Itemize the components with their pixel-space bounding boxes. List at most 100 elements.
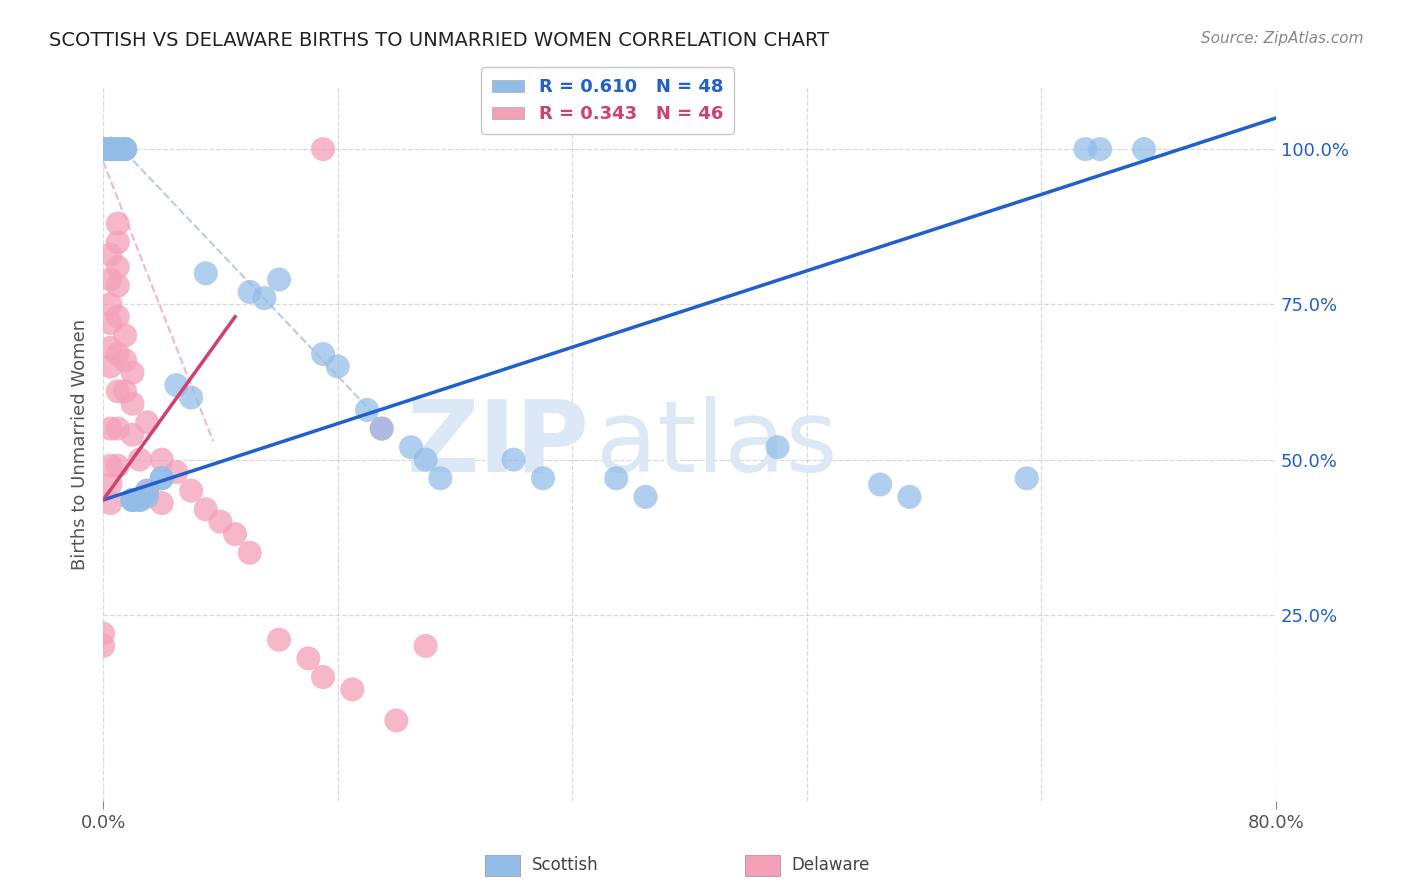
Point [370,421,392,435]
Point [370,421,392,435]
Point [107,260,129,274]
Point [100,142,122,156]
Point [312,347,335,361]
Point [114,328,136,343]
Point [634,490,657,504]
Point [107,142,129,156]
Point [1294,142,1316,156]
Point [91,142,114,156]
Point [356,403,378,417]
Point [136,483,159,498]
Point [121,427,143,442]
Point [100,142,122,156]
Point [605,471,627,485]
Point [239,546,262,560]
Point [91,639,114,653]
Point [1015,471,1038,485]
Point [114,353,136,368]
Point [107,310,129,324]
Point [150,471,173,485]
Point [150,471,173,485]
Point [107,347,129,361]
Point [114,142,136,156]
Text: atlas: atlas [596,395,838,492]
FancyBboxPatch shape [745,855,780,876]
Point [128,452,150,467]
Point [180,391,202,405]
Point [100,297,122,311]
Point [415,639,437,653]
Point [399,440,422,454]
Point [121,397,143,411]
Point [128,493,150,508]
Point [150,452,173,467]
Legend: R = 0.610   N = 48, R = 0.343   N = 46: R = 0.610 N = 48, R = 0.343 N = 46 [481,68,734,134]
Point [312,670,335,684]
Point [267,272,290,286]
Point [766,440,789,454]
Point [253,291,276,305]
Point [415,452,437,467]
Text: Scottish: Scottish [531,856,598,874]
Point [100,359,122,374]
Text: ZIP: ZIP [406,395,591,492]
Point [107,458,129,473]
FancyBboxPatch shape [485,855,520,876]
Point [326,359,349,374]
Point [114,142,136,156]
Point [136,490,159,504]
Point [128,493,150,508]
Point [100,341,122,355]
Point [121,493,143,508]
Point [180,483,202,498]
Point [100,458,122,473]
Point [165,465,187,479]
Point [107,217,129,231]
Point [91,142,114,156]
Point [100,316,122,330]
Point [100,142,122,156]
Point [100,272,122,286]
Point [114,384,136,399]
Point [502,452,524,467]
Point [100,142,122,156]
Point [1339,142,1361,156]
Point [121,493,143,508]
Point [100,421,122,435]
Point [429,471,451,485]
Point [898,490,921,504]
Point [165,378,187,392]
Point [91,142,114,156]
Point [136,415,159,429]
Text: Delaware: Delaware [792,856,870,874]
Point [297,651,319,665]
Point [312,142,335,156]
Text: SCOTTISH VS DELAWARE BIRTHS TO UNMARRIED WOMEN CORRELATION CHART: SCOTTISH VS DELAWARE BIRTHS TO UNMARRIED… [49,31,830,50]
Point [385,714,408,728]
Point [121,493,143,508]
Point [107,421,129,435]
Point [107,235,129,250]
Point [194,266,217,280]
Point [239,285,262,299]
Point [531,471,554,485]
Point [107,278,129,293]
Text: Source: ZipAtlas.com: Source: ZipAtlas.com [1201,31,1364,46]
Y-axis label: Births to Unmarried Women: Births to Unmarried Women [72,318,89,570]
Point [114,142,136,156]
Point [121,366,143,380]
Point [100,247,122,261]
Point [1088,142,1111,156]
Point [150,496,173,510]
Point [1074,142,1097,156]
Point [107,142,129,156]
Point [194,502,217,516]
Point [107,142,129,156]
Point [100,496,122,510]
Point [100,477,122,491]
Point [267,632,290,647]
Point [224,527,246,541]
Point [869,477,891,491]
Point [209,515,232,529]
Point [136,483,159,498]
